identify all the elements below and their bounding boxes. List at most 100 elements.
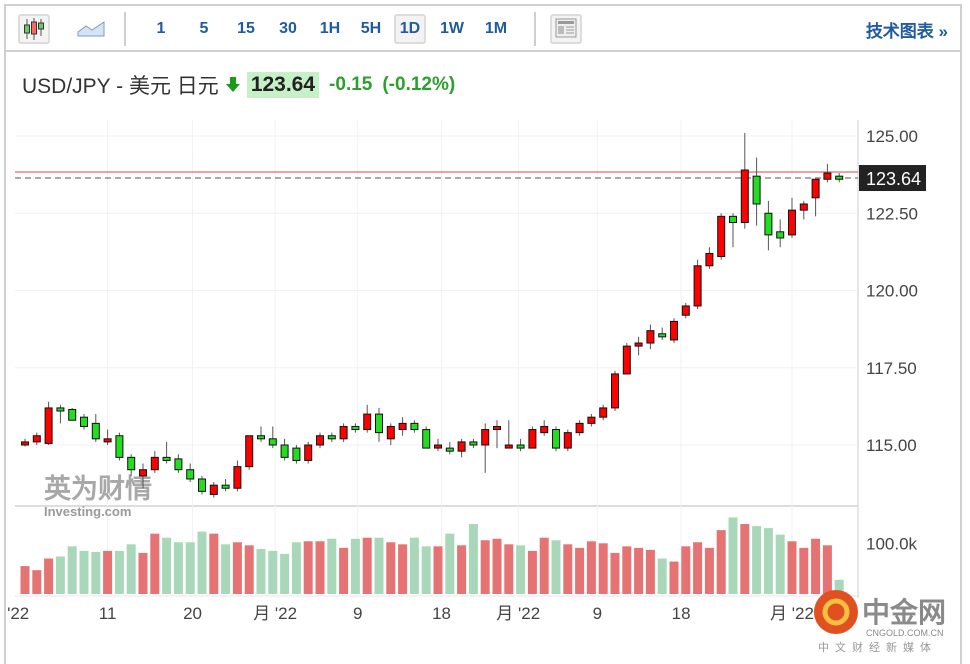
candle-down	[552, 429, 560, 449]
x-tick-label: 月 '22	[496, 604, 540, 623]
volume-bar	[763, 528, 773, 594]
volume-bar	[244, 545, 254, 594]
svg-text:中金网: 中金网	[862, 596, 946, 628]
arrow-down-icon	[225, 77, 240, 92]
watermark-cngold: 中金网 CNGOLD.COM.CN 中文财经新媒体	[814, 590, 946, 654]
candle-down	[80, 416, 88, 427]
candle-down	[764, 212, 773, 236]
candle-up	[103, 438, 112, 443]
watermark-investing: 英为财情 Investing.com	[44, 474, 152, 519]
volume-bar	[787, 541, 797, 594]
candle-up	[398, 422, 407, 431]
candle-up	[316, 435, 324, 446]
price-change: -0.15	[329, 74, 373, 95]
candle-up	[634, 342, 643, 347]
volume-bar	[303, 541, 313, 594]
candle-down	[91, 422, 100, 440]
candle-up	[788, 209, 796, 236]
volume-bar	[527, 550, 537, 594]
candle-down	[729, 215, 737, 224]
volume-bar	[209, 533, 219, 594]
candle-down	[280, 444, 289, 458]
volume-bar	[516, 545, 526, 594]
candlestick-chart-button[interactable]	[18, 14, 50, 44]
news-layout-button[interactable]	[550, 14, 582, 44]
candle-up	[717, 215, 726, 258]
volume-bar	[622, 546, 632, 594]
candle-down	[56, 407, 65, 412]
candlestick-icon	[24, 18, 44, 40]
x-tick-label: 月 '22	[253, 604, 297, 623]
candle-up	[504, 444, 513, 449]
candle-down	[658, 333, 667, 338]
interval-1m[interactable]: 1M	[484, 20, 508, 37]
candle-down	[127, 456, 136, 471]
volume-bar	[645, 549, 655, 594]
interval-5h[interactable]: 5H	[360, 20, 382, 37]
volume-bar	[91, 551, 101, 594]
volume-bar	[398, 544, 408, 594]
interval-1h[interactable]: 1H	[319, 20, 341, 37]
candle-up	[540, 425, 549, 434]
volume-bar	[362, 537, 372, 594]
candle-down	[469, 441, 478, 446]
volume-bar	[350, 538, 360, 594]
candle-up	[622, 345, 631, 375]
volume-bar	[586, 541, 596, 594]
interval-15[interactable]: 15	[237, 20, 255, 37]
candle-down	[292, 447, 301, 461]
volume-bar	[386, 542, 396, 594]
volume-bar	[657, 558, 667, 594]
volume-bar	[256, 548, 266, 594]
volume-bar	[197, 531, 207, 594]
candle-down	[68, 408, 77, 421]
volume-tick-label: 100.0k	[866, 534, 918, 553]
candle-up	[693, 265, 702, 307]
volume-bar	[103, 550, 113, 594]
interval-30[interactable]: 30	[279, 20, 297, 37]
volume-bar	[775, 534, 785, 594]
volume-bar	[716, 530, 726, 594]
candle-up	[44, 407, 53, 444]
volume-bar	[268, 550, 278, 594]
volume-bar	[44, 558, 54, 594]
interval-5[interactable]: 5	[199, 20, 209, 37]
candle-down	[221, 484, 230, 489]
volume-bar	[693, 542, 703, 594]
volume-bar	[20, 566, 30, 594]
candle-up	[339, 425, 348, 440]
interval-1w[interactable]: 1W	[440, 20, 464, 37]
y-tick-label: 117.50	[866, 359, 917, 378]
candle-down	[198, 478, 206, 492]
candle-down	[410, 422, 419, 431]
candle-up	[646, 330, 655, 344]
chart-widget-frame	[4, 4, 962, 664]
candle-down	[268, 438, 277, 446]
interval-1[interactable]: 1	[156, 20, 166, 37]
candle-up	[563, 432, 572, 449]
instrument-title: USD/JPY - 美元 日元	[22, 75, 219, 98]
newspaper-icon	[555, 18, 577, 38]
candle-up	[811, 178, 820, 199]
candle-down	[351, 425, 360, 431]
volume-bar	[79, 550, 89, 594]
volume-bar	[492, 538, 502, 594]
toolbar-divider	[534, 12, 536, 46]
candle-up	[139, 469, 147, 477]
area-chart-button[interactable]	[74, 14, 108, 44]
x-tick-label: 18	[672, 604, 691, 623]
x-tick-label: 9	[593, 604, 602, 623]
volume-bar	[67, 546, 77, 594]
volume-bar	[445, 533, 455, 594]
candle-down	[776, 231, 785, 239]
candle-up	[233, 466, 242, 489]
y-tick-label: 120.00	[866, 282, 918, 301]
technical-chart-link[interactable]: 技术图表 »	[865, 22, 948, 41]
volume-bar	[822, 545, 832, 594]
candle-up	[823, 172, 832, 180]
candle-up	[528, 429, 537, 449]
candle-up	[304, 444, 313, 461]
volume-bar	[681, 546, 691, 594]
interval-1d[interactable]: 1D	[394, 14, 426, 44]
